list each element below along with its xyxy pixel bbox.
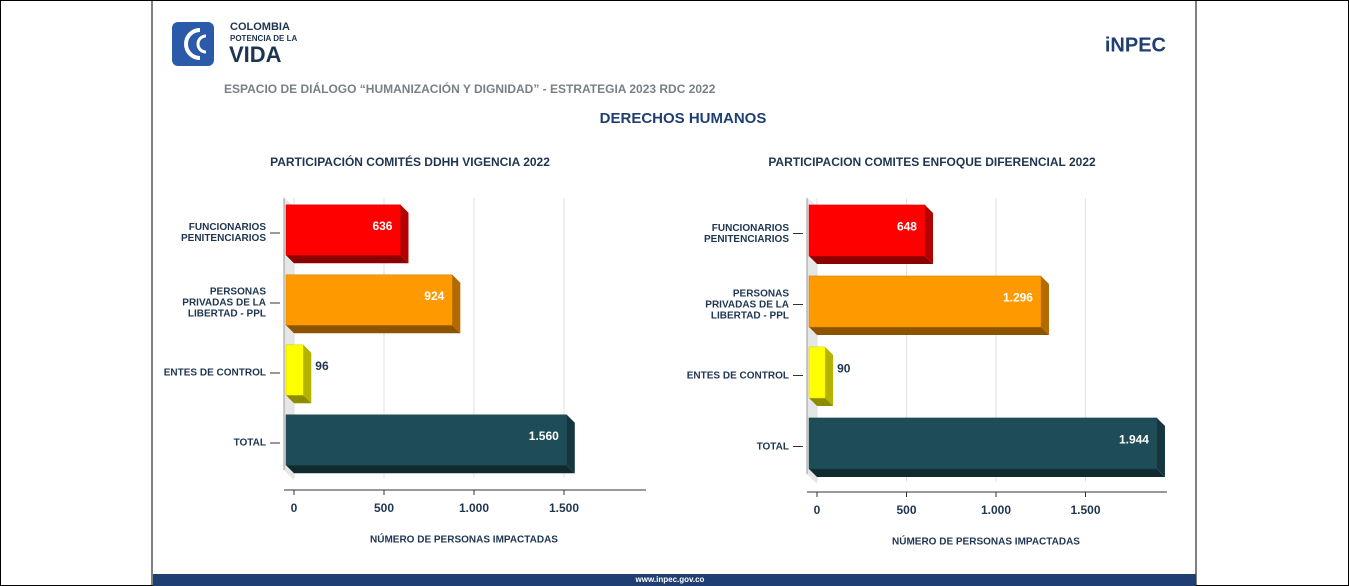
value-label: 636 [372,219,392,233]
bar [285,274,453,326]
bar [285,344,304,396]
value-label: 96 [315,359,329,373]
bar-side [566,414,575,474]
bar-side [825,346,834,407]
logo-text: VIDA [229,42,282,67]
logo-arc [196,34,207,54]
logo-text: COLOMBIA [230,21,290,33]
x-tick-label: 1.000 [459,501,489,515]
value-label: 90 [837,362,851,376]
x-axis-title: NÚMERO DE PERSONAS IMPACTADAS [370,533,558,546]
value-label: 924 [424,289,444,303]
footer-text: www.inpec.gov.co [635,575,705,584]
bar [808,204,926,257]
x-tick-label: 500 [374,501,394,515]
bar-bottom [286,325,461,334]
category-label: TOTAL [756,441,789,452]
category-label: ENTES DE CONTROL [686,370,789,381]
bar-bottom [809,469,1165,478]
wall [284,198,294,480]
bar-bottom [809,398,834,407]
bar-bottom [809,256,933,265]
bar-bottom [286,255,409,264]
logo-mark [172,22,214,66]
x-tick-label: 1.000 [981,503,1011,517]
value-label: 648 [897,220,917,234]
value-label: 1.944 [1119,433,1149,447]
category-label: PERSONAS PRIVADAS DE LA LIBERTAD - PPL [182,286,266,320]
category-label: PERSONAS PRIVADAS DE LA LIBERTAD - PPL [705,288,789,321]
value-label: 1.560 [529,429,559,443]
bar [808,346,826,399]
category-label: ENTES DE CONTROL [163,367,266,379]
bar [808,275,1042,328]
footer-bar [153,574,1196,586]
bar [808,417,1158,470]
value-label: 1.296 [1003,291,1033,305]
x-tick-label: 0 [814,503,821,517]
x-tick-label: 500 [896,503,916,517]
bar-side [1040,275,1049,336]
bar-side [1156,417,1165,478]
x-tick-label: 1.500 [1070,503,1100,517]
bar-side [303,344,312,404]
bar [285,414,568,466]
wall [807,198,817,484]
category-label: FUNCIONARIOS PENITENCIARIOS [180,222,266,244]
slide-subtitle: DERECHOS HUMANOS [600,110,767,127]
bar [285,204,401,256]
brand: iNPEC [1105,34,1166,56]
x-tick-label: 0 [291,501,298,515]
slide-title: ESPACIO DE DIÁLOGO “HUMANIZACIÓN Y DIGNI… [224,81,716,96]
logo-text: POTENCIA DE LA [230,34,297,43]
category-label: TOTAL [233,437,266,449]
bar-bottom [286,395,312,404]
logo-arc [184,28,201,60]
bar-side [400,204,409,264]
bar-side [452,274,461,334]
bar-side [924,204,933,265]
category-label: FUNCIONARIOS PENITENCIARIOS [703,222,789,245]
bar-bottom [286,465,575,474]
chart-title: PARTICIPACION COMITES ENFOQUE DIFERENCIA… [768,155,1096,169]
bar-bottom [809,327,1049,336]
x-tick-label: 1.500 [549,501,579,515]
x-axis-title: NÚMERO DE PERSONAS IMPACTADAS [892,535,1080,548]
chart-title: PARTICIPACIÓN COMITÉS DDHH VIGENCIA 2022 [270,154,550,169]
